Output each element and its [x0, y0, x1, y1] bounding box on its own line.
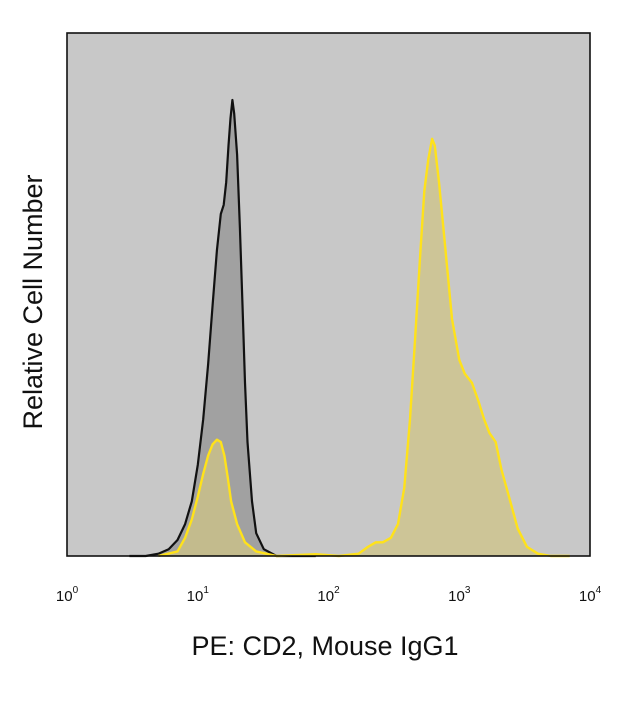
x-tick-labels: 100 101 102 103 104	[56, 585, 602, 605]
x-axis-label: PE: CD2, Mouse IgG1	[191, 631, 458, 661]
series-0-area	[129, 100, 316, 556]
plot-background	[67, 33, 590, 556]
series-1-area	[158, 138, 570, 557]
x-tick-label-3: 103	[448, 585, 471, 605]
x-tick-label-0: 100	[56, 585, 79, 605]
series-0-line	[129, 98, 316, 558]
x-tick-label-4: 104	[579, 585, 602, 605]
plot-frame	[66, 32, 591, 557]
y-axis-label: Relative Cell Number	[18, 174, 48, 429]
x-tick-label-1: 101	[187, 585, 210, 605]
series-layer	[129, 98, 570, 558]
series-1-line	[158, 137, 570, 558]
x-tick-label-2: 102	[317, 585, 340, 605]
